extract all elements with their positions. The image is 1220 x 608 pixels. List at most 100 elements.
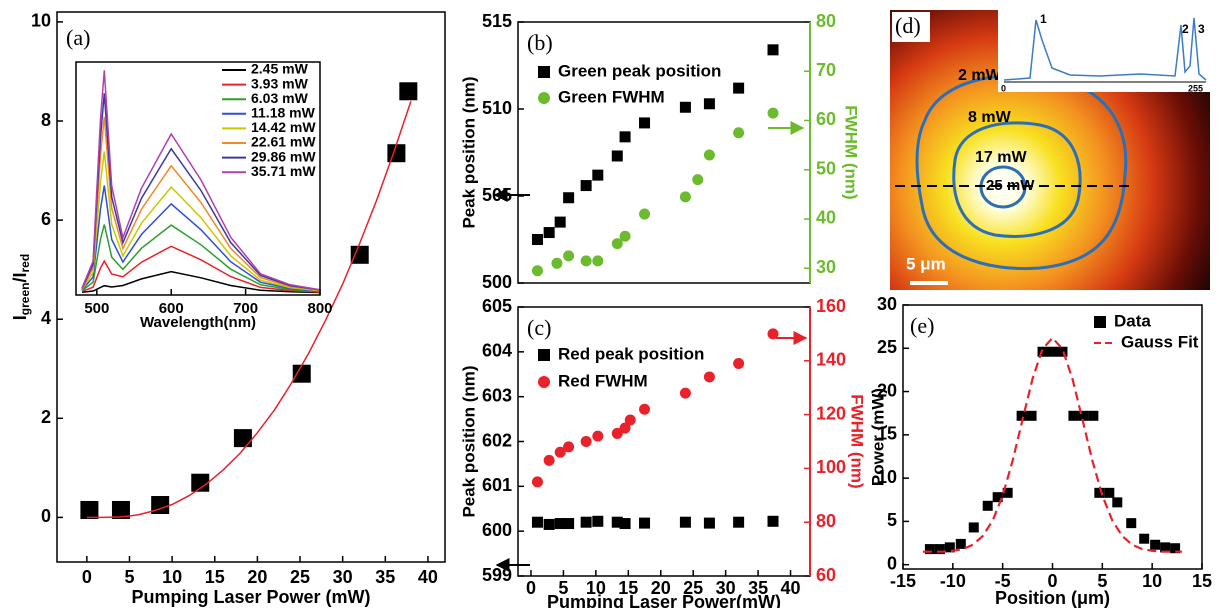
profile-tick: 255 xyxy=(1188,83,1203,93)
y-tick-label: 600 xyxy=(482,520,512,540)
marker xyxy=(680,102,691,113)
marker xyxy=(1027,411,1037,421)
contour-label: 2 mW xyxy=(958,67,1002,84)
y2-tick-label: 30 xyxy=(816,257,836,277)
panel-d: 2 mW 8 mW 17 mW 25 mW 5 μm 1 2 3 0 255 (… xyxy=(890,10,1210,290)
legend-label: 6.03 mW xyxy=(251,90,309,106)
peak-label: 1 xyxy=(1040,12,1047,26)
marker xyxy=(733,127,744,138)
legend-label: Red FWHM xyxy=(558,371,648,390)
y-tick-label: 2 xyxy=(41,407,51,427)
peak-label: 2 xyxy=(1182,22,1189,36)
marker xyxy=(532,234,543,245)
marker xyxy=(768,108,779,119)
legend-label: 14.42 mW xyxy=(251,119,316,135)
y-tick-label: 5 xyxy=(887,510,897,530)
marker xyxy=(620,231,631,242)
legend-swatch xyxy=(538,376,550,388)
x-tick-label: 25 xyxy=(290,567,310,587)
x-axis-label: Wavelength(nm) xyxy=(140,314,256,331)
marker xyxy=(704,518,715,529)
x-tick-label: 40 xyxy=(781,578,801,598)
y2-tick-label: 120 xyxy=(816,403,846,423)
label-part: green xyxy=(18,283,32,316)
y-axis-label: Peak position (nm) xyxy=(459,76,478,228)
marker xyxy=(1126,518,1136,528)
marker xyxy=(544,455,555,466)
y-axis-label: Igreen/Ired xyxy=(10,254,32,320)
marker xyxy=(563,518,574,529)
x-tick-label: 40 xyxy=(418,567,438,587)
marker xyxy=(639,404,650,415)
x-tick-label: 30 xyxy=(333,567,353,587)
y-tick-label: 30 xyxy=(877,294,897,314)
y-tick-label: 500 xyxy=(482,272,512,292)
marker xyxy=(592,170,603,181)
x-tick-label: 15 xyxy=(205,567,225,587)
y-tick-label: 4 xyxy=(41,308,51,328)
marker xyxy=(969,522,979,532)
marker xyxy=(1048,347,1058,357)
marker xyxy=(581,517,592,528)
marker xyxy=(581,180,592,191)
y-tick-label: 602 xyxy=(482,430,512,450)
profile-tick: 0 xyxy=(1001,83,1006,93)
legend-label: 35.71 mW xyxy=(251,163,316,179)
x-tick-label: 500 xyxy=(84,300,109,317)
marker xyxy=(704,149,715,160)
panel: -15-10-5051015051015202530Position (μm)P… xyxy=(868,294,1212,608)
x-tick-label: 0 xyxy=(82,567,92,587)
legend-label: 11.18 mW xyxy=(251,105,316,121)
marker xyxy=(625,414,636,425)
marker xyxy=(351,246,369,264)
x-tick-label: 800 xyxy=(307,300,332,317)
x-tick-label: -10 xyxy=(940,571,966,591)
marker xyxy=(768,516,779,527)
y2-axis-label: FWHM (nm) xyxy=(848,394,867,488)
y2-tick-label: 140 xyxy=(816,350,846,370)
x-axis-label: Pumping Laser Power (mW) xyxy=(131,587,370,607)
marker xyxy=(532,265,543,276)
marker xyxy=(768,44,779,55)
x-tick-label: 15 xyxy=(1192,571,1212,591)
marker xyxy=(639,518,650,529)
y2-tick-label: 100 xyxy=(816,457,846,477)
marker xyxy=(612,150,623,161)
marker xyxy=(733,83,744,94)
marker xyxy=(620,518,631,529)
y2-tick-label: 50 xyxy=(816,158,836,178)
y-tick-label: 0 xyxy=(41,506,51,526)
y-tick-label: 510 xyxy=(482,98,512,118)
y2-tick-label: 60 xyxy=(816,565,836,585)
marker xyxy=(733,517,744,528)
x-tick-label: 10 xyxy=(162,567,182,587)
y2-tick-label: 80 xyxy=(816,511,836,531)
x-tick-label: 35 xyxy=(375,567,395,587)
marker xyxy=(1088,411,1098,421)
marker xyxy=(639,209,650,220)
marker xyxy=(234,429,252,447)
marker xyxy=(680,517,691,528)
y2-axis-label: FWHM (nm) xyxy=(842,105,861,199)
y2-tick-label: 160 xyxy=(816,296,846,316)
panel-label: (a) xyxy=(66,25,90,50)
legend-swatch xyxy=(1094,316,1106,328)
legend-label: 22.61 mW xyxy=(251,134,316,150)
legend-label: 29.86 mW xyxy=(251,148,316,164)
marker xyxy=(704,98,715,109)
y2-tick-label: 80 xyxy=(816,11,836,31)
scale-bar-label: 5 μm xyxy=(906,254,946,273)
marker xyxy=(563,441,574,452)
y-tick-label: 6 xyxy=(41,209,51,229)
legend-label: 3.93 mW xyxy=(251,75,309,91)
panel-label: (d) xyxy=(895,13,921,38)
y-tick-label: 10 xyxy=(31,11,51,31)
y-axis-label: Peak position (nm) xyxy=(459,365,478,517)
marker xyxy=(704,371,715,382)
legend-label: Green FWHM xyxy=(558,87,665,106)
y-tick-label: 515 xyxy=(482,11,512,31)
y-tick-label: 599 xyxy=(482,565,512,585)
marker xyxy=(983,501,993,511)
marker xyxy=(733,358,744,369)
